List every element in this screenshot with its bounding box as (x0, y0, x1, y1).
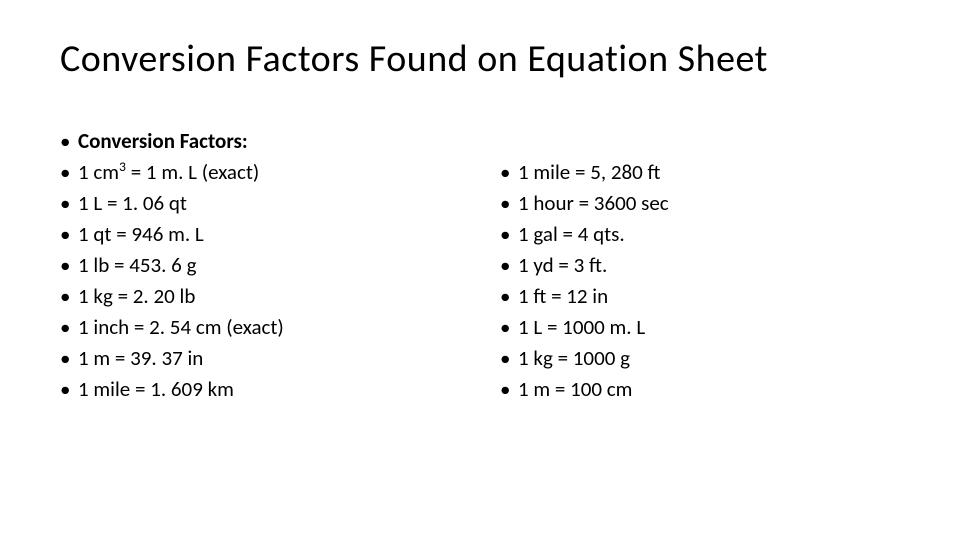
list-item: • 1 mile = 1. 609 km (60, 374, 500, 405)
conversion-text: 1 cm3 = 1 m. L (exact) (78, 157, 500, 188)
slide: Conversion Factors Found on Equation She… (0, 0, 960, 540)
bullet-icon: • (60, 281, 78, 312)
list-item: • 1 yd = 3 ft. (500, 250, 860, 281)
list-item: • 1 ft = 12 in (500, 281, 860, 312)
conversion-text: 1 inch = 2. 54 cm (exact) (78, 312, 500, 343)
conversion-text: 1 mile = 5, 280 ft (518, 157, 860, 188)
list-item: • 1 kg = 2. 20 lb (60, 281, 500, 312)
bullet-icon: • (60, 126, 78, 157)
list-item: • 1 gal = 4 qts. (500, 219, 860, 250)
list-item: • 1 L = 1000 m. L (500, 312, 860, 343)
list-item: • 1 hour = 3600 sec (500, 188, 860, 219)
bullet-icon: • (500, 374, 518, 405)
content-columns: • Conversion Factors: • 1 cm3 = 1 m. L (… (60, 126, 900, 405)
bullet-icon: • (500, 250, 518, 281)
conversion-text: 1 gal = 4 qts. (518, 219, 860, 250)
bullet-icon: • (60, 188, 78, 219)
bullet-icon: • (500, 188, 518, 219)
conversion-text: 1 m = 39. 37 in (78, 343, 500, 374)
conversion-text: 1 m = 100 cm (518, 374, 860, 405)
list-item: • 1 lb = 453. 6 g (60, 250, 500, 281)
column-heading: Conversion Factors: (78, 126, 500, 157)
bullet-icon: • (500, 312, 518, 343)
list-item: • 1 m = 100 cm (500, 374, 860, 405)
conversion-text: 1 L = 1. 06 qt (78, 188, 500, 219)
bullet-icon: • (60, 312, 78, 343)
conversion-text: 1 yd = 3 ft. (518, 250, 860, 281)
list-item: • 1 qt = 946 m. L (60, 219, 500, 250)
bullet-icon: • (60, 343, 78, 374)
conversion-text: 1 qt = 946 m. L (78, 219, 500, 250)
list-item: • 1 inch = 2. 54 cm (exact) (60, 312, 500, 343)
conversion-text: 1 hour = 3600 sec (518, 188, 860, 219)
conversion-text: 1 kg = 2. 20 lb (78, 281, 500, 312)
conversion-text: 1 ft = 12 in (518, 281, 860, 312)
list-item: • 1 m = 39. 37 in (60, 343, 500, 374)
bullet-icon: • (500, 281, 518, 312)
bullet-icon: • (60, 157, 78, 188)
conversion-text: 1 L = 1000 m. L (518, 312, 860, 343)
bullet-icon: • (60, 250, 78, 281)
bullet-icon: • (500, 157, 518, 188)
bullet-icon: • (60, 374, 78, 405)
list-item: • 1 mile = 5, 280 ft (500, 157, 860, 188)
list-item: • 1 L = 1. 06 qt (60, 188, 500, 219)
list-item: • 1 cm3 = 1 m. L (exact) (60, 157, 500, 188)
conversion-text: 1 mile = 1. 609 km (78, 374, 500, 405)
right-column: • 1 mile = 5, 280 ft • 1 hour = 3600 sec… (500, 126, 860, 405)
bullet-icon: • (500, 343, 518, 374)
conversion-text: 1 kg = 1000 g (518, 343, 860, 374)
list-item: • Conversion Factors: (60, 126, 500, 157)
left-column: • Conversion Factors: • 1 cm3 = 1 m. L (… (60, 126, 500, 405)
bullet-icon: • (60, 219, 78, 250)
slide-title: Conversion Factors Found on Equation She… (60, 36, 900, 82)
bullet-icon: • (500, 219, 518, 250)
conversion-text: 1 lb = 453. 6 g (78, 250, 500, 281)
list-item: • 1 kg = 1000 g (500, 343, 860, 374)
